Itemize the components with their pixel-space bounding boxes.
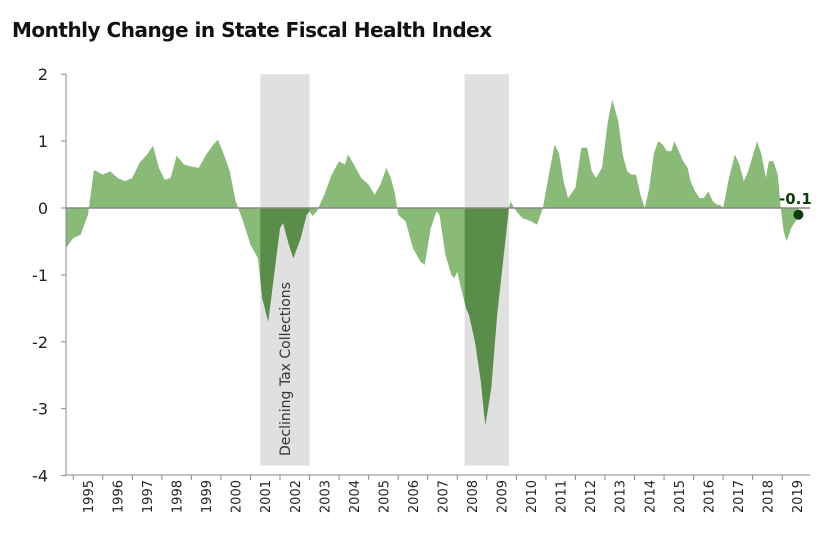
x-tick-label: 2012	[584, 480, 599, 513]
endpoint-label: -0.1	[779, 190, 812, 208]
band-label: Declining Tax Collections	[278, 282, 294, 456]
x-tick-label: 1995	[82, 480, 97, 513]
y-tick-label: -2	[32, 333, 48, 352]
x-tick-label: 2007	[436, 480, 451, 513]
endpoint-marker	[793, 209, 804, 220]
x-tick-label: 2009	[496, 480, 511, 513]
y-tick-label: -1	[32, 266, 48, 285]
x-tick-label: 2005	[377, 480, 392, 513]
area-series-highlight	[260, 208, 509, 426]
x-tick-label: 2000	[230, 480, 245, 513]
x-tick-label: 1998	[171, 480, 186, 513]
x-tick-label: 2004	[348, 480, 363, 513]
chart-title: Monthly Change in State Fiscal Health In…	[12, 18, 492, 42]
y-tick-label: 0	[38, 199, 48, 218]
x-tick-label: 2016	[702, 480, 717, 513]
x-tick-label: 2013	[614, 480, 629, 513]
x-tick-label: 1999	[200, 480, 215, 513]
x-tick-label: 2018	[761, 480, 776, 513]
y-tick-label: -4	[32, 467, 48, 486]
x-tick-label: 1996	[112, 480, 127, 513]
x-tick-label: 2001	[259, 480, 274, 513]
x-tick-label: 2014	[643, 480, 658, 513]
x-tick-label: 2019	[791, 480, 806, 513]
x-tick-label: 2008	[466, 480, 481, 513]
x-tick-label: 2010	[525, 480, 540, 513]
area-series	[65, 99, 799, 426]
x-tick-label: 2017	[732, 480, 747, 513]
x-tick-label: 2002	[289, 480, 304, 513]
x-tick-label: 2006	[407, 480, 422, 513]
x-tick-label: 1997	[141, 480, 156, 513]
x-tick-label: 2011	[555, 480, 570, 513]
x-tick-label: 2003	[318, 480, 333, 513]
x-tick-label: 2015	[673, 480, 688, 513]
y-tick-label: 1	[38, 132, 48, 151]
y-tick-label: 2	[38, 65, 48, 84]
y-tick-label: -3	[32, 400, 48, 419]
